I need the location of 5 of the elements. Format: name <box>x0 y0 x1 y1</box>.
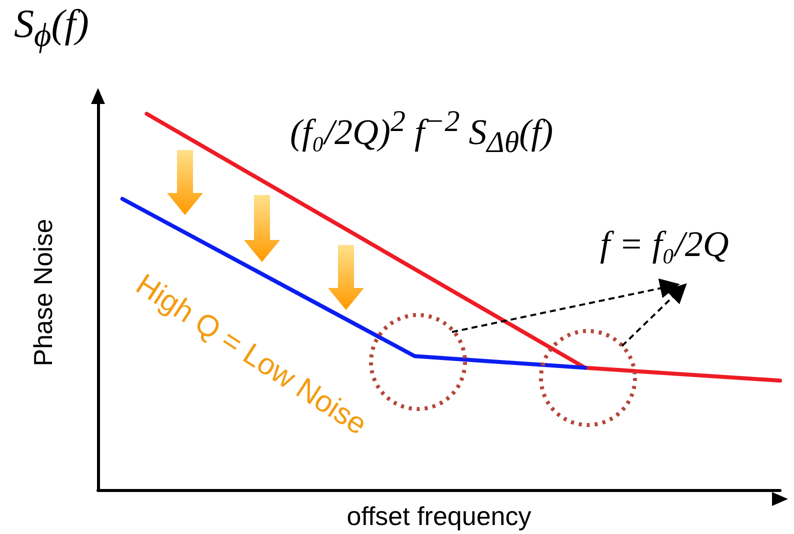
text: S$_{ϕ}$(f) <box>14 1 90 55</box>
x-axis-title: offset frequency <box>346 501 532 531</box>
annotation: (f₀/2Q)$^{2}$ f$^{−2}$ S$_{Δθ}$(f) <box>290 105 554 160</box>
y-axis-title: Phase Noise <box>28 218 58 366</box>
annotation: f = f₀/2Q <box>600 224 729 265</box>
